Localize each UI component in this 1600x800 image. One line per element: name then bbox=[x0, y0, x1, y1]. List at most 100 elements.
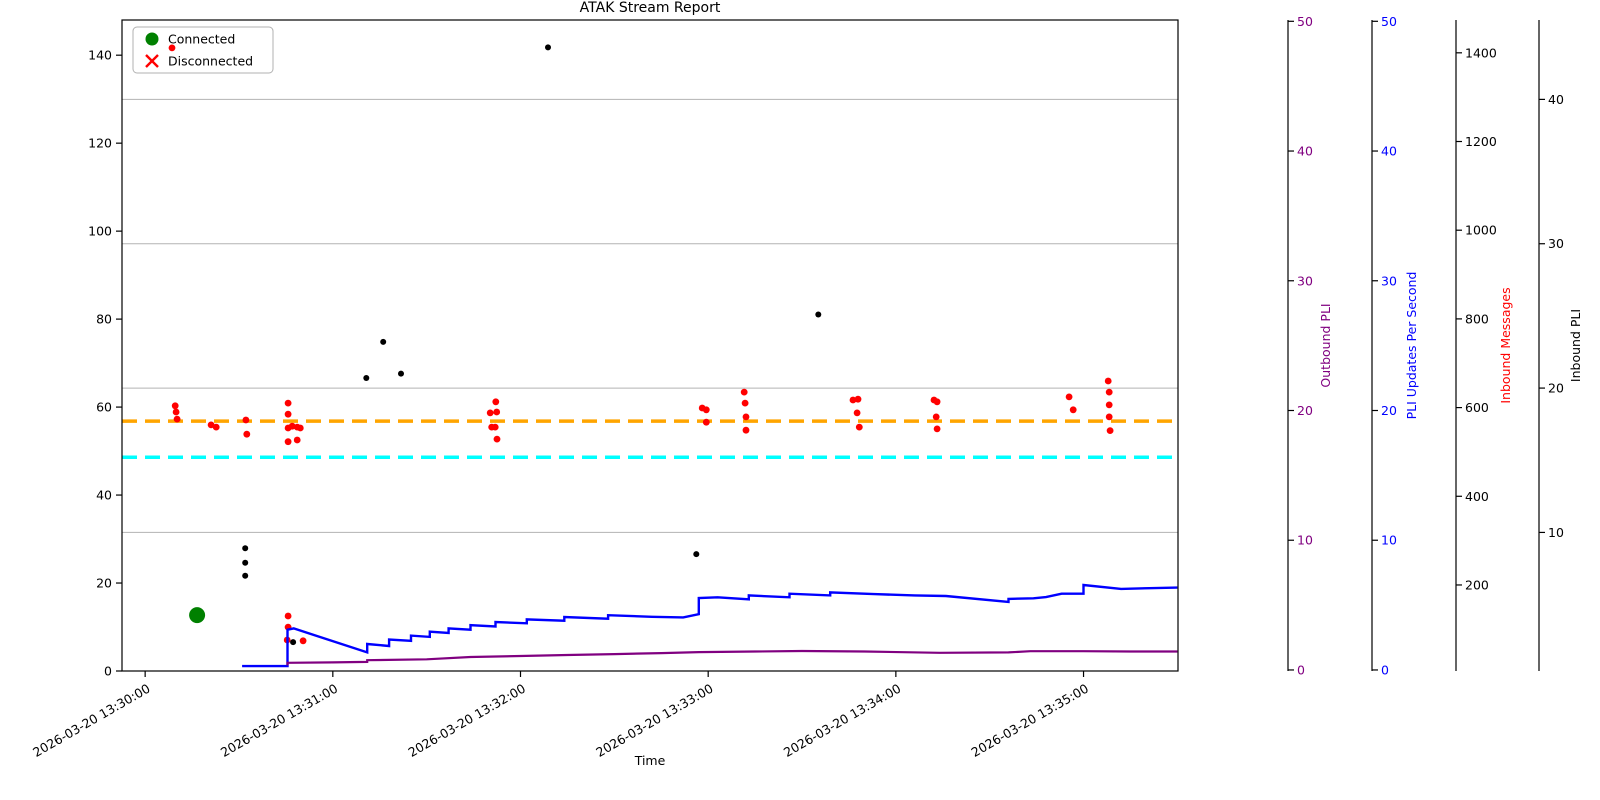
scatter-point-inbound-messages bbox=[172, 408, 180, 416]
legend-disconnected-icon bbox=[145, 54, 159, 68]
scatter-point-inbound-messages bbox=[212, 423, 220, 431]
scatter-point-inbound-messages bbox=[932, 413, 940, 421]
scatter-point-inbound-pli bbox=[363, 375, 370, 381]
scatter-point-inbound-messages bbox=[1069, 406, 1077, 414]
y-tick-label-left: 120 bbox=[88, 136, 112, 151]
scatter-point-inbound-messages bbox=[293, 436, 301, 444]
axis-title-outbound-pli: Outbound PLI bbox=[1318, 303, 1333, 387]
axis-title-inbound-messages: Inbound Messages bbox=[1498, 287, 1513, 403]
scatter-point-inbound-pli bbox=[242, 545, 249, 552]
scatter-point-inbound-pli bbox=[380, 338, 387, 345]
y-tick-label-left: 20 bbox=[96, 576, 112, 591]
series-scatter-connected bbox=[189, 607, 206, 624]
axis-tick-label: 50 bbox=[1297, 14, 1313, 29]
scatter-point-inbound-messages bbox=[173, 415, 181, 423]
x-tick-label: 2026-03-20 13:30:00 bbox=[30, 681, 153, 760]
scatter-point-inbound-messages bbox=[486, 409, 494, 417]
scatter-point-inbound-pli bbox=[545, 44, 551, 51]
axis-tick-label: 1400 bbox=[1465, 45, 1497, 60]
axis-title-inbound-pli: Inbound PLI bbox=[1568, 309, 1583, 382]
axis-tick-label: 10 bbox=[1548, 525, 1564, 540]
scatter-point-inbound-pli bbox=[290, 639, 297, 646]
scatter-point-inbound-messages bbox=[207, 421, 215, 429]
x-tick-label: 2026-03-20 13:35:00 bbox=[969, 681, 1092, 760]
series-scatter-inbound-messages bbox=[168, 44, 1114, 645]
legend-box bbox=[132, 26, 274, 74]
scatter-point-inbound-messages bbox=[854, 395, 862, 403]
scatter-point-inbound-pli bbox=[242, 572, 249, 579]
axis-tick-label: 800 bbox=[1465, 311, 1489, 326]
legend-connected-icon bbox=[145, 32, 159, 46]
scatter-point-inbound-messages bbox=[493, 435, 501, 443]
scatter-point-inbound-messages bbox=[492, 398, 500, 406]
x-axis-label: Time bbox=[634, 753, 666, 768]
scatter-point-inbound-messages bbox=[242, 416, 250, 424]
x-tick-label: 2026-03-20 13:34:00 bbox=[781, 681, 904, 760]
axis-inbound-messages: 200 400 600 800 1000 1200 1400 Inbound Messages bbox=[1455, 20, 1513, 671]
scatter-point-inbound-messages bbox=[243, 430, 251, 438]
scatter-point-inbound-messages bbox=[284, 410, 292, 418]
x-tick-label: 2026-03-20 13:32:00 bbox=[406, 681, 529, 760]
scatter-point-inbound-messages bbox=[1106, 427, 1114, 434]
y-tick-label-left: 60 bbox=[96, 400, 112, 415]
scatter-point-inbound-messages bbox=[284, 612, 292, 620]
axis-tick-label: 30 bbox=[1548, 236, 1564, 251]
scatter-point-inbound-messages bbox=[299, 637, 307, 645]
scatter-point-inbound-messages bbox=[853, 409, 861, 417]
series-scatter-inbound-pli bbox=[242, 44, 822, 646]
axis-tick-label: 20 bbox=[1381, 403, 1397, 418]
scatter-point-inbound-messages bbox=[849, 396, 857, 404]
axis-tick-label: 0 bbox=[1297, 662, 1305, 677]
scatter-point-inbound-messages bbox=[284, 399, 292, 407]
legend-label: Disconnected bbox=[168, 54, 253, 69]
scatter-point-inbound-pli bbox=[693, 551, 700, 558]
axis-pli-updates: 0 10 20 30 40 50 PLI Updates Per Second bbox=[1371, 14, 1419, 677]
axis-tick-label: 30 bbox=[1381, 273, 1397, 288]
axis-tick-label: 50 bbox=[1381, 14, 1397, 29]
y-tick-label-left: 140 bbox=[88, 48, 112, 63]
axis-tick-label: 40 bbox=[1381, 144, 1397, 159]
scatter-point-inbound-messages bbox=[741, 399, 749, 407]
axis-tick-label: 40 bbox=[1297, 144, 1313, 159]
scatter-point-inbound-messages bbox=[742, 426, 750, 434]
axis-tick-label: 600 bbox=[1465, 400, 1489, 415]
scatter-point-inbound-messages bbox=[284, 424, 292, 432]
x-tick-label: 2026-03-20 13:33:00 bbox=[593, 681, 716, 760]
axis-tick-label: 1200 bbox=[1465, 134, 1497, 149]
scatter-point-inbound-messages bbox=[855, 423, 863, 431]
axis-outbound-pli: 0 10 20 30 40 50 Outbound PLI bbox=[1287, 14, 1333, 677]
scatter-point-inbound-messages bbox=[296, 424, 304, 432]
scatter-point-inbound-messages bbox=[702, 406, 710, 414]
y-tick-label-left: 80 bbox=[96, 312, 112, 327]
scatter-point-inbound-messages bbox=[933, 398, 941, 406]
axis-tick-label: 200 bbox=[1465, 577, 1489, 592]
scatter-point-connected bbox=[189, 607, 206, 624]
axis-tick-label: 1000 bbox=[1465, 223, 1497, 238]
axis-inbound-pli: 10 20 30 40 Inbound PLI bbox=[1538, 20, 1583, 671]
axis-tick-label: 400 bbox=[1465, 489, 1489, 504]
scatter-point-inbound-messages bbox=[491, 423, 499, 431]
scatter-point-inbound-messages bbox=[1105, 413, 1113, 421]
axis-tick-label: 10 bbox=[1297, 533, 1313, 548]
scatter-point-inbound-pli bbox=[815, 311, 822, 318]
axis-tick-label: 20 bbox=[1297, 403, 1313, 418]
scatter-point-inbound-messages bbox=[284, 438, 292, 446]
x-mark-stroke bbox=[145, 54, 159, 68]
legend-label: Connected bbox=[168, 32, 235, 47]
axis-tick-label: 20 bbox=[1548, 381, 1564, 396]
series-line-outbound-pli bbox=[286, 649, 1178, 666]
series-line-pli-updates-per-second bbox=[242, 583, 1178, 668]
scatter-point-inbound-messages bbox=[1105, 401, 1113, 409]
scatter-point-inbound-messages bbox=[171, 402, 179, 410]
scatter-point-inbound-pli bbox=[242, 559, 249, 566]
scatter-point-inbound-messages bbox=[168, 44, 176, 52]
scatter-point-inbound-messages bbox=[1104, 377, 1112, 385]
scatter-point-inbound-pli bbox=[398, 370, 404, 377]
page-title: ATAK Stream Report bbox=[579, 0, 721, 16]
axis-tick-label: 40 bbox=[1548, 92, 1564, 107]
scatter-point-inbound-messages bbox=[1065, 393, 1073, 401]
scatter-point-inbound-messages bbox=[740, 388, 748, 396]
x-tick-label: 2026-03-20 13:31:00 bbox=[218, 681, 341, 760]
